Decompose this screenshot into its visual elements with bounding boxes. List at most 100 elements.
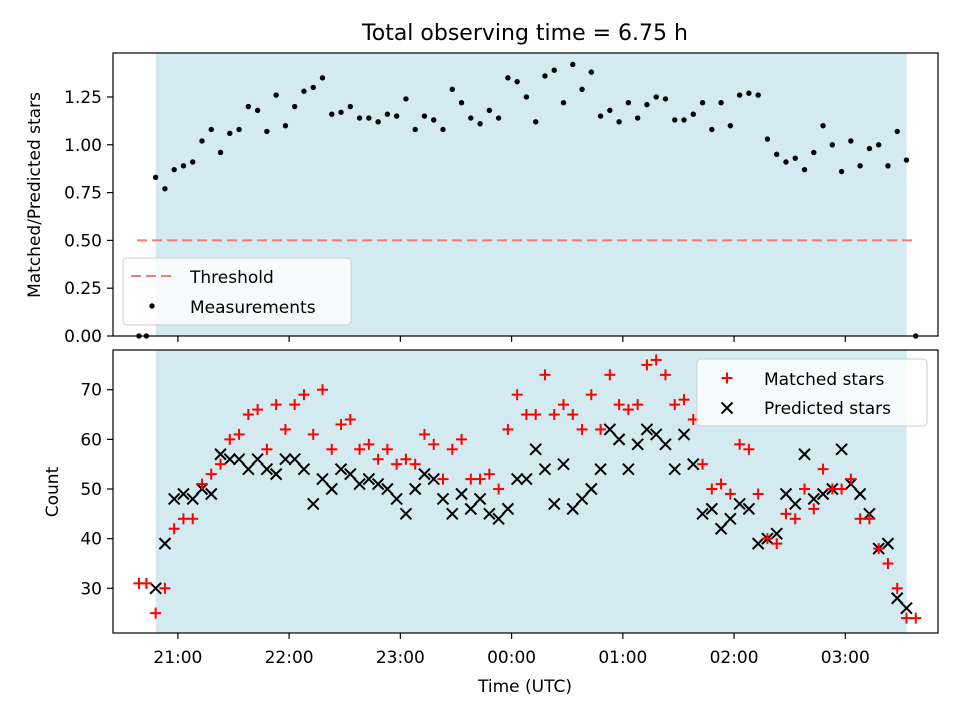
legend-predicted-swatch — [720, 401, 734, 415]
predicted-star-point — [705, 502, 719, 516]
measurement-point — [356, 115, 363, 121]
measurement-point — [180, 163, 187, 169]
y-tick-label: 50 — [80, 480, 102, 500]
measurement-point — [718, 100, 724, 106]
predicted-star-point — [668, 462, 681, 476]
matched-star-point — [354, 443, 366, 455]
matched-star-point — [233, 428, 245, 440]
matched-star-point — [289, 399, 301, 411]
matched-star-point — [224, 433, 236, 445]
y-tick-label: 1.25 — [64, 88, 102, 108]
measurement-point — [347, 103, 354, 110]
measurement-point — [774, 151, 780, 158]
measurement-point — [152, 174, 159, 180]
measurement-point — [273, 92, 279, 98]
predicted-star-point — [696, 507, 709, 521]
measurement-point — [551, 67, 557, 73]
predicted-star-point — [742, 502, 756, 516]
measurement-point — [579, 86, 585, 93]
matched-star-point — [882, 557, 894, 569]
x-axis-label: Time (UTC) — [477, 677, 572, 697]
measurement-point — [440, 126, 446, 133]
y-tick-label: 0.75 — [64, 184, 102, 204]
matched-star-point — [409, 458, 421, 470]
measurement-point — [384, 111, 391, 117]
measurement-point — [375, 119, 381, 125]
measurement-point — [903, 157, 910, 163]
measurement-point — [634, 115, 641, 121]
predicted-star-point — [149, 582, 162, 595]
measurement-point — [894, 128, 900, 135]
measurement-point — [672, 117, 678, 123]
predicted-star-point — [659, 438, 672, 451]
measurement-point — [875, 142, 882, 148]
measurement-point — [449, 86, 455, 93]
measurement-point — [570, 61, 576, 68]
matched-star-point — [474, 473, 486, 485]
top-legend-box — [122, 257, 352, 326]
matched-star-point — [539, 369, 551, 381]
bottom-frame — [112, 349, 939, 634]
measurement-point — [755, 92, 761, 98]
predicted-star-point — [557, 457, 570, 471]
measurement-point — [421, 113, 428, 119]
matched-star-point — [548, 409, 560, 421]
predicted-star-point — [177, 487, 190, 501]
measurement-point — [468, 115, 474, 121]
matched-star-point — [381, 443, 393, 455]
predicted-star-point — [807, 492, 820, 506]
x-tick-label: 21:00 — [153, 648, 202, 668]
predicted-star-point — [325, 482, 338, 496]
predicted-star-point — [520, 472, 533, 486]
measurement-points — [136, 61, 919, 339]
predicted-star-point — [835, 443, 848, 456]
matched-star-point — [558, 399, 570, 411]
top-legend: Threshold Measurements — [122, 257, 352, 326]
measurement-point — [403, 96, 409, 102]
matched-star-point — [567, 409, 579, 421]
measurement-point — [709, 126, 715, 133]
matched-star-point — [743, 443, 755, 455]
predicted-star-point — [279, 453, 292, 466]
matched-star-point — [187, 513, 199, 525]
predicted-stars-points — [149, 423, 913, 615]
predicted-star-point — [612, 433, 626, 446]
measurement-point — [848, 138, 854, 144]
matched-star-point — [418, 428, 430, 440]
matched-star-point — [159, 582, 171, 594]
predicted-star-point — [158, 537, 172, 550]
measurement-point — [236, 126, 242, 133]
legend-measurements-label: Measurements — [190, 298, 316, 318]
predicted-star-point — [779, 487, 793, 501]
matched-stars-points — [133, 354, 922, 624]
predicted-star-point — [548, 497, 561, 511]
predicted-star-point — [371, 477, 385, 491]
measurement-point — [458, 100, 465, 106]
predicted-star-point — [436, 492, 450, 506]
predicted-star-point — [677, 428, 691, 441]
predicted-star-point — [538, 462, 552, 476]
matched-star-point — [307, 428, 319, 440]
predicted-star-point — [853, 487, 867, 501]
bottom-panel: 30 40 50 60 70 21:00 22:00 23:00 00:00 01:00 02:0… — [43, 349, 939, 697]
matched-star-point — [863, 513, 875, 525]
top-panel: 0.00 0.25 0.50 0.75 1.00 1.25 Matched/Predict… — [25, 52, 939, 347]
matched-star-point — [891, 582, 903, 594]
measurement-point — [829, 142, 836, 148]
matched-star-point — [530, 409, 542, 421]
matched-star-point — [493, 483, 505, 495]
measurement-point — [662, 96, 669, 102]
matched-star-point — [252, 404, 264, 416]
predicted-star-point — [214, 448, 227, 461]
predicted-star-point — [381, 482, 394, 496]
predicted-star-point — [510, 472, 524, 486]
predicted-star-point — [427, 472, 440, 486]
measurement-point — [764, 136, 771, 142]
legend-measurements-swatch — [149, 303, 155, 309]
matched-star-point — [854, 513, 866, 525]
predicted-star-point — [687, 457, 700, 471]
measurement-point — [653, 94, 659, 100]
predicted-star-point — [724, 512, 737, 526]
predicted-star-point — [167, 492, 181, 506]
matched-star-point — [799, 483, 811, 495]
